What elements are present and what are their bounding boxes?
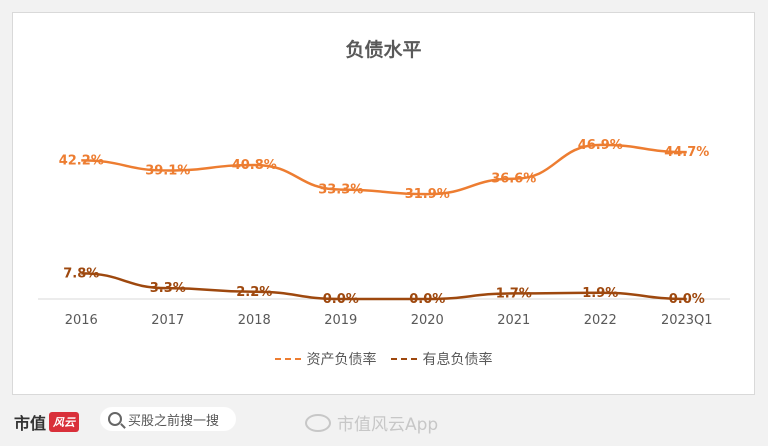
legend-swatch-series2 [390, 358, 417, 360]
data-label-series-1: 42.2% [59, 153, 104, 168]
data-label-series-2: 0.0% [323, 292, 359, 307]
x-tick-label: 2022 [584, 313, 617, 328]
brand-text: 市值 [14, 414, 47, 433]
data-label-series-1: 46.9% [578, 138, 623, 153]
x-tick-label: 2020 [411, 313, 444, 328]
x-tick-label: 2017 [151, 313, 184, 328]
data-label-series-1: 33.3% [318, 183, 363, 198]
data-label-series-2: 1.7% [496, 286, 532, 301]
weibo-watermark: 市值风云App [305, 410, 438, 435]
data-label-series-2: 0.0% [669, 292, 705, 307]
data-label-series-1: 40.8% [232, 158, 277, 173]
search-placeholder: 买股之前搜一搜 [128, 413, 220, 429]
data-label-series-1: 31.9% [405, 187, 450, 202]
data-label-series-1: 39.1% [145, 164, 190, 179]
data-label-series-2: 3.3% [150, 281, 186, 296]
footer-bar: 市值 风云 买股之前搜一搜 市值风云App [0, 396, 768, 446]
data-label-series-2: 1.9% [582, 286, 618, 301]
x-tick-label: 2016 [65, 313, 98, 328]
x-tick-label: 2023Q1 [661, 313, 713, 328]
search-icon [108, 412, 122, 426]
series-line-2 [81, 272, 687, 301]
legend-label-series1: 资产负债率 [306, 352, 377, 368]
watermark-text: 市值风云App [337, 415, 439, 435]
data-label-series-2: 0.0% [409, 292, 445, 307]
data-label-series-2: 7.8% [63, 266, 99, 281]
x-tick-label: 2019 [324, 313, 357, 328]
chart-legend: 资产负债率 有息负债率 [13, 349, 754, 369]
legend-item-series1: 资产负债率 [274, 349, 377, 369]
line-chart: 2016 2017 2018 2019 2020 2021 2022 2023Q1 42.2% 3… [38, 138, 730, 328]
chart-card: 负债水平 2016 2017 2018 2019 2020 2021 2022 2023Q1 4… [12, 12, 755, 395]
weibo-icon [305, 413, 331, 432]
x-tick-label: 2018 [238, 313, 271, 328]
chart-title: 负债水平 [345, 39, 422, 61]
data-label-series-2: 2.2% [236, 285, 272, 300]
data-label-series-1: 36.6% [491, 172, 536, 187]
series-line-1 [81, 143, 687, 196]
search-box[interactable]: 买股之前搜一搜 [100, 407, 236, 431]
legend-item-series2: 有息负债率 [390, 349, 493, 369]
brand-logo-badge: 风云 [49, 412, 80, 432]
x-tick-label: 2021 [497, 313, 530, 328]
data-label-series-1: 44.7% [664, 145, 709, 160]
legend-label-series2: 有息负债率 [422, 352, 493, 368]
brand-logo[interactable]: 市值 风云 [14, 410, 80, 434]
legend-swatch-series1 [274, 358, 301, 360]
